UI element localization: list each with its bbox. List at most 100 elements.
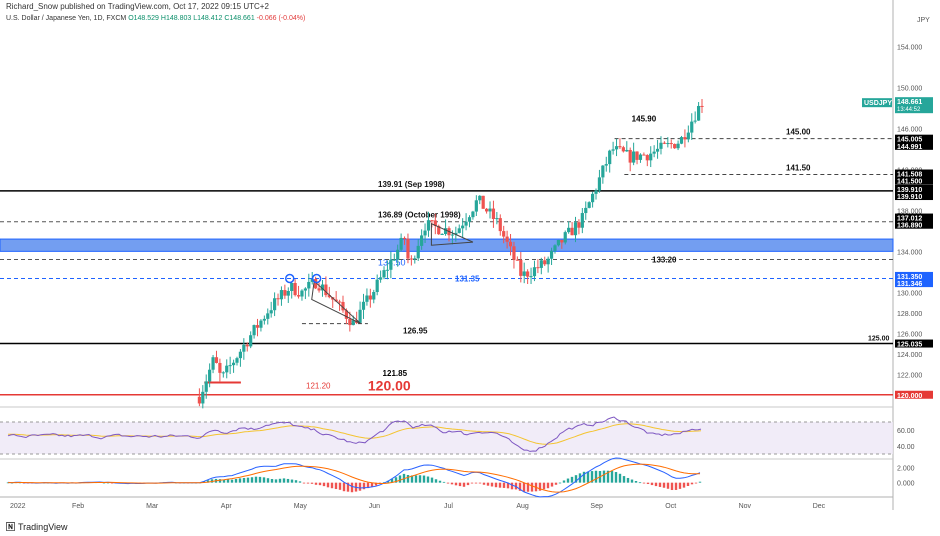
- macd-histogram-bar: [278, 478, 282, 483]
- macd-histogram-bar: [586, 471, 590, 483]
- candle-body: [430, 220, 434, 222]
- candle-body: [290, 282, 294, 291]
- candle-body: [416, 245, 420, 259]
- candle-body: [361, 301, 366, 310]
- level-label: 125.00: [868, 336, 890, 343]
- macd-histogram-bar: [266, 478, 270, 483]
- candle-body: [402, 237, 407, 239]
- macd-histogram-bar: [518, 482, 522, 491]
- publisher-line: Richard_Snow published on TradingView.co…: [6, 2, 269, 11]
- macd-histogram-bar: [246, 477, 250, 483]
- candle-body: [396, 249, 400, 260]
- candle-body: [481, 195, 485, 209]
- macd-histogram-bar: [434, 479, 438, 483]
- axis-badge-label: 141.508: [897, 172, 922, 179]
- candle-body: [214, 357, 219, 363]
- macd-histogram-bar: [694, 482, 698, 484]
- macd-histogram-bar: [686, 482, 690, 487]
- candle-body: [543, 260, 547, 265]
- candle-body: [587, 202, 591, 208]
- candle-body: [539, 260, 543, 268]
- candle-body: [652, 151, 656, 154]
- macd-histogram-bar: [426, 476, 430, 483]
- candle-body: [296, 295, 301, 297]
- candle-body: [676, 143, 680, 149]
- candle-body: [310, 279, 314, 282]
- x-tick-label: 2022: [10, 503, 26, 510]
- axis-badge: [895, 184, 933, 193]
- macd-histogram-bar: [482, 482, 486, 485]
- candle-body: [409, 258, 413, 260]
- macd-histogram-bar: [234, 478, 238, 483]
- x-tick-label: Oct: [665, 503, 676, 510]
- macd-histogram-bar: [486, 482, 490, 486]
- tv-logo-icon: 🄽: [6, 522, 16, 532]
- macd-histogram-bar: [690, 482, 694, 485]
- candle-body: [635, 151, 639, 160]
- axis-badge-label: 141.500: [897, 179, 922, 186]
- ohlc-change: -0.066 (-0.04%): [256, 15, 306, 22]
- candle-body: [498, 218, 502, 232]
- axis-badge: [895, 279, 933, 288]
- candle-body: [242, 344, 246, 352]
- candle-body: [491, 208, 496, 220]
- x-tick-label: Jun: [369, 503, 380, 510]
- macd-histogram-bar: [442, 481, 446, 483]
- candle-body: [269, 310, 273, 314]
- axis-badge-label: 131.350: [897, 274, 922, 281]
- candle-body: [584, 207, 588, 214]
- macd-histogram-bar: [658, 482, 662, 487]
- candle-body: [508, 241, 513, 247]
- macd-histogram-bar: [602, 470, 606, 483]
- macd-histogram-bar: [498, 482, 502, 488]
- macd-histogram-bar: [526, 482, 530, 492]
- x-tick-label: Dec: [813, 503, 826, 510]
- x-tick-label: Aug: [516, 503, 529, 510]
- candle-body: [300, 290, 304, 297]
- macd-histogram-bar: [110, 482, 114, 484]
- candle-body: [614, 146, 619, 150]
- candle-body: [495, 218, 499, 220]
- macd-histogram-bar: [642, 482, 646, 484]
- macd-histogram-bar: [222, 479, 226, 483]
- candle-body: [204, 381, 208, 392]
- x-tick-label: Nov: [739, 503, 752, 510]
- brand-label: TradingView: [18, 522, 68, 532]
- axis-badge: [895, 141, 933, 150]
- macd-histogram-bar: [298, 481, 302, 483]
- macd-histogram-bar: [410, 475, 414, 483]
- candle-body: [211, 357, 215, 370]
- macd-histogram-bar: [698, 481, 702, 483]
- macd-histogram-bar: [678, 482, 682, 489]
- candle-body: [485, 208, 489, 212]
- symbol-line: U.S. Dollar / Japanese Yen, 1D, FXCM: [6, 15, 127, 22]
- macd-histogram-bar: [554, 482, 558, 485]
- level-label: 133.20: [652, 256, 677, 265]
- candle-body: [502, 231, 506, 237]
- annotation-label: 120.00: [368, 378, 411, 394]
- symbol-badge-label: USDJPY: [864, 100, 892, 107]
- candle-body: [225, 365, 229, 373]
- candle-body: [512, 246, 516, 260]
- symbol-info: U.S. Dollar / Japanese Yen, 1D, FXCM O14…: [6, 15, 305, 22]
- candle-body: [245, 344, 249, 347]
- candle-body: [413, 258, 417, 260]
- candle-body: [679, 137, 684, 144]
- macd-histogram-bar: [394, 477, 398, 483]
- candle-body: [341, 301, 345, 311]
- annotation-label: 145.90: [632, 114, 657, 123]
- candle-body: [197, 396, 201, 404]
- candle-body: [365, 295, 369, 302]
- y-tick-label: 146.000: [897, 126, 922, 133]
- tradingview-brand[interactable]: 🄽 TradingView: [6, 520, 68, 533]
- macd-histogram-bar: [450, 482, 454, 485]
- candle-body: [433, 220, 437, 226]
- candle-body: [375, 279, 379, 293]
- x-tick-label: Feb: [72, 503, 84, 510]
- candle-body: [464, 221, 468, 226]
- candle-body: [556, 239, 561, 246]
- macd-histogram-bar: [618, 473, 622, 483]
- candle-body: [399, 237, 403, 250]
- rsi-tick-label: 40.00: [897, 444, 915, 451]
